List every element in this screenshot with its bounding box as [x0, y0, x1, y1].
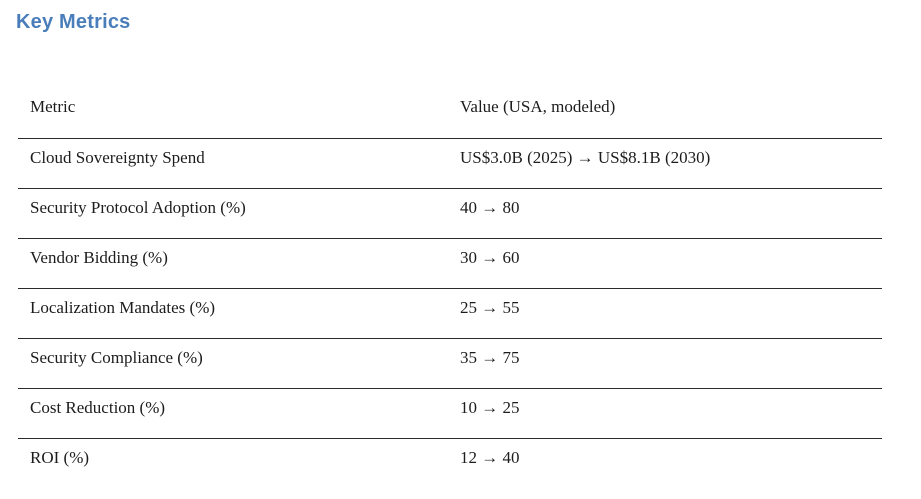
column-header-value: Value (USA, modeled) [460, 88, 882, 139]
metric-cell: ROI (%) [30, 447, 90, 467]
table-row: Security Compliance (%) 35 → 75 [18, 338, 882, 389]
value-cell: US$3.0B (2025) → US$8.1B (2030) [460, 138, 882, 189]
value-cell: 40 → 80 [460, 188, 882, 239]
metric-cell: Security Compliance (%) [18, 338, 460, 389]
metric-cell: Cloud Sovereignty Spend [18, 138, 460, 189]
value-cell: 10 → 25 [460, 388, 882, 439]
key-metrics-table: Metric Value (USA, modeled) Cloud Sovere… [18, 88, 882, 488]
value-cell: 25 → 55 [460, 288, 882, 339]
column-header-metric: Metric [18, 88, 460, 139]
table-row: Localization Mandates (%) 25 → 55 [18, 288, 882, 339]
table-row: Cost Reduction (%) 10 → 25 [18, 388, 882, 439]
value-cell: 12 → 40 [460, 447, 520, 467]
metric-cell: Security Protocol Adoption (%) [18, 188, 460, 239]
table-row: ROI (%) 12 → 40 [18, 438, 882, 488]
table-row: Vendor Bidding (%) 30 → 60 [18, 238, 882, 289]
table-row: Security Protocol Adoption (%) 40 → 80 [18, 188, 882, 239]
metric-cell: Vendor Bidding (%) [18, 238, 460, 289]
value-cell: 35 → 75 [460, 338, 882, 389]
table-row: Cloud Sovereignty Spend US$3.0B (2025) →… [18, 138, 882, 189]
metric-cell: Localization Mandates (%) [18, 288, 460, 339]
metric-cell: Cost Reduction (%) [18, 388, 460, 439]
page-title: Key Metrics [16, 11, 131, 33]
value-cell: 30 → 60 [460, 238, 882, 289]
table-header-row: Metric Value (USA, modeled) [18, 88, 882, 139]
